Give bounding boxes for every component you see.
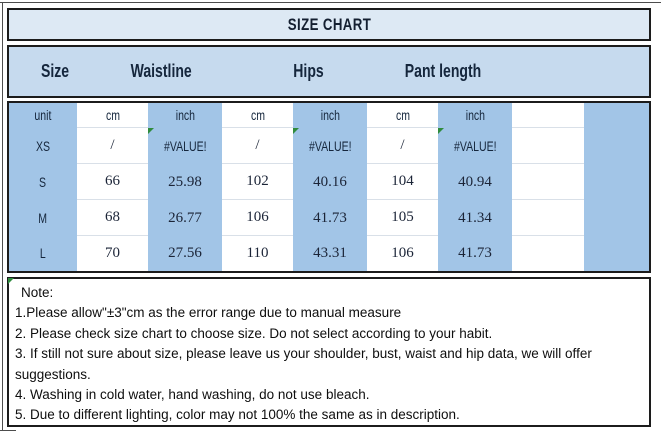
- data-cell: 41.73: [438, 236, 512, 271]
- unit-cell: cm: [77, 103, 148, 128]
- data-cell: 106: [222, 200, 293, 236]
- unit-cell: cm: [222, 103, 293, 128]
- note-line-2: 2. Please check size chart to choose siz…: [15, 325, 493, 341]
- data-cell: 40.94: [438, 164, 512, 200]
- empty-cell: [584, 200, 649, 236]
- size-table-grid: unit cm inch cm inch cm inch XS / #VALUE…: [9, 103, 649, 271]
- data-cell: 68: [77, 200, 148, 236]
- note-line-1: 1.Please allow"±3"cm as the error range …: [15, 305, 402, 321]
- data-cell: 40.16: [293, 164, 367, 200]
- data-cell: /: [77, 128, 148, 164]
- column-header-size: Size: [40, 61, 70, 81]
- note-line-5: 5. Due to different lighting, color may …: [15, 407, 460, 423]
- data-cell: 70: [77, 236, 148, 271]
- column-header-hips: Hips: [293, 61, 325, 81]
- data-cell: 41.73: [293, 200, 367, 236]
- data-cell: 105: [367, 200, 438, 236]
- empty-cell: [512, 164, 584, 200]
- note-line-3-cont: suggestions.: [15, 366, 91, 382]
- empty-cell: [512, 200, 584, 236]
- data-cell: 27.56: [148, 236, 222, 271]
- empty-cell: [512, 128, 584, 164]
- empty-cell: [512, 103, 584, 128]
- unit-cell: inch: [293, 103, 367, 128]
- data-cell: #VALUE!: [438, 128, 512, 164]
- empty-cell: [584, 164, 649, 200]
- data-cell: 66: [77, 164, 148, 200]
- column-header-row: Size Waistline Hips Pant length: [7, 45, 651, 98]
- size-table-body: unit cm inch cm inch cm inch XS / #VALUE…: [7, 101, 651, 273]
- empty-cell: [584, 236, 649, 271]
- error-triangle-icon: [148, 128, 154, 134]
- empty-cell: [512, 236, 584, 271]
- cropped-gridline-top: [0, 2, 661, 3]
- data-cell: /: [367, 128, 438, 164]
- unit-cell: inch: [148, 103, 222, 128]
- data-cell: 26.77: [148, 200, 222, 236]
- error-triangle-icon: [438, 128, 444, 134]
- data-cell: 110: [222, 236, 293, 271]
- data-cell: 41.34: [438, 200, 512, 236]
- row-label-xs: XS: [9, 128, 77, 164]
- unit-cell: cm: [367, 103, 438, 128]
- row-label-s: S: [9, 164, 77, 200]
- data-cell: 106: [367, 236, 438, 271]
- notes-panel: Note: 1.Please allow"±3"cm as the error …: [7, 277, 651, 427]
- cropped-gridline-bottom-stub: [0, 430, 16, 431]
- cropped-gridline-left: [2, 2, 3, 431]
- note-heading: Note:: [21, 285, 54, 300]
- unit-cell: unit: [9, 103, 77, 128]
- data-cell: 104: [367, 164, 438, 200]
- title-bar: SIZE CHART: [7, 8, 651, 41]
- data-cell: 25.98: [148, 164, 222, 200]
- error-triangle-icon: [8, 278, 14, 284]
- data-cell: #VALUE!: [148, 128, 222, 164]
- empty-cell: [584, 128, 649, 164]
- row-label-l: L: [9, 236, 77, 271]
- row-label-m: M: [9, 200, 77, 236]
- data-cell: #VALUE!: [293, 128, 367, 164]
- note-line-3: 3. If still not sure about size, please …: [15, 346, 592, 362]
- unit-cell: inch: [438, 103, 512, 128]
- data-cell: 43.31: [293, 236, 367, 271]
- empty-cell: [584, 103, 649, 128]
- note-line-4: 4. Washing in cold water, hand washing, …: [15, 387, 370, 403]
- column-header-waistline: Waistline: [130, 61, 192, 81]
- data-cell: 102: [222, 164, 293, 200]
- column-header-pant-length: Pant length: [404, 61, 482, 81]
- data-cell: /: [222, 128, 293, 164]
- page-title: SIZE CHART: [287, 14, 371, 34]
- error-triangle-icon: [293, 128, 299, 134]
